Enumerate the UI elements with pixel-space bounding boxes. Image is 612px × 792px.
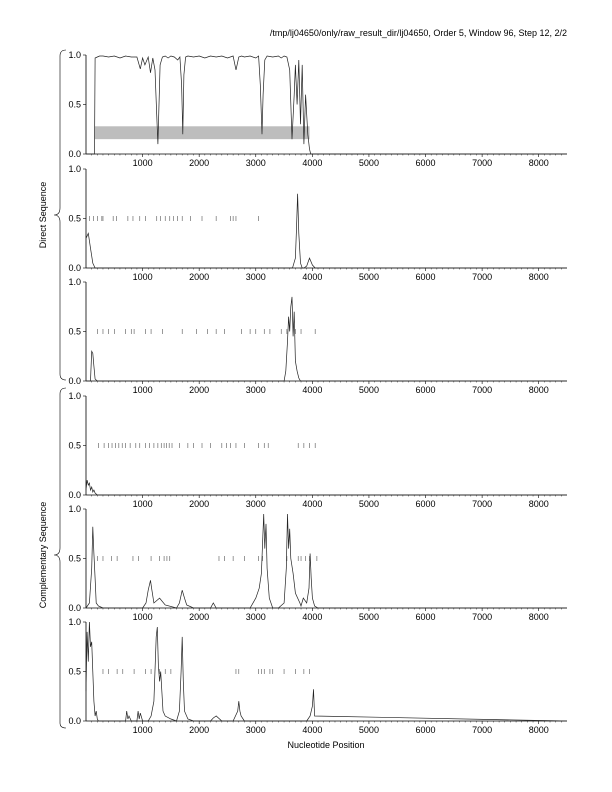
- x-tick-label: 2000: [189, 612, 209, 622]
- y-tick-label: 0.0: [68, 490, 81, 500]
- x-tick-label: 7000: [472, 612, 492, 622]
- series-line-1: [85, 193, 567, 269]
- x-tick-label: 6000: [416, 385, 436, 395]
- series-line-1: [86, 296, 567, 382]
- x-tick-label: 5000: [359, 158, 379, 168]
- series-line-1: [85, 480, 567, 496]
- x-tick-label: 5000: [359, 385, 379, 395]
- y-tick-label: 0.0: [68, 263, 81, 273]
- complementary-sequence-bracket: [53, 387, 67, 729]
- x-tick-label: 4000: [302, 158, 322, 168]
- y-tick-label: 1.0: [68, 391, 81, 401]
- x-tick-label: 1000: [133, 272, 153, 282]
- x-tick-label: 8000: [529, 499, 549, 509]
- x-tick-label: 6000: [416, 272, 436, 282]
- panel-6: 0.0 0.5 1.0 1000 2000 3000 4000 5000 6000 7000 800…: [68, 617, 568, 735]
- x-tick-label: 6000: [416, 725, 436, 735]
- x-tick-label: 8000: [529, 158, 549, 168]
- x-tick-label: 8000: [529, 612, 549, 622]
- x-tick-label: 3000: [246, 499, 266, 509]
- x-tick-label: 7000: [472, 499, 492, 509]
- x-tick-label: 1000: [133, 612, 153, 622]
- x-tick-label: 1000: [133, 725, 153, 735]
- x-tick-label: 2000: [189, 158, 209, 168]
- x-tick-label: 7000: [472, 385, 492, 395]
- x-tick-label: 5000: [359, 499, 379, 509]
- x-tick-label: 2000: [189, 272, 209, 282]
- x-tick-label: 1000: [133, 158, 153, 168]
- x-tick-label: 2000: [189, 499, 209, 509]
- x-tick-label: 4000: [302, 499, 322, 509]
- y-tick-label: 0.0: [68, 716, 81, 726]
- x-axis-label: Nucleotide Position: [287, 740, 364, 750]
- y-tick-label: 0.5: [68, 554, 81, 564]
- y-tick-label: 1.0: [68, 50, 81, 60]
- x-tick-label: 2000: [189, 385, 209, 395]
- x-tick-label: 1000: [133, 385, 153, 395]
- y-tick-label: 1.0: [68, 617, 81, 627]
- y-tick-label: 0.5: [68, 441, 81, 451]
- x-tick-label: 2000: [189, 725, 209, 735]
- y-tick-label: 1.0: [68, 164, 81, 174]
- x-tick-label: 5000: [359, 612, 379, 622]
- x-tick-label: 4000: [302, 612, 322, 622]
- y-tick-label: 1.0: [68, 504, 81, 514]
- group-brackets: [53, 49, 67, 729]
- x-tick-label: 4000: [302, 272, 322, 282]
- panel-5: 0.0 0.5 1.0 1000 2000 3000 4000 5000 6000 7000 800…: [68, 504, 567, 622]
- panel-1: 0.0 0.5 1.0 1000 2000 3000 4000 5000 6000 7000 800…: [68, 50, 567, 168]
- x-tick-label: 3000: [246, 612, 266, 622]
- x-tick-label: 7000: [472, 272, 492, 282]
- x-tick-label: 4000: [302, 385, 322, 395]
- x-tick-label: 4000: [302, 725, 322, 735]
- y-tick-label: 0.5: [68, 667, 81, 677]
- series-line-1: [86, 55, 567, 155]
- x-tick-label: 8000: [529, 385, 549, 395]
- y-tick-label: 0.0: [68, 376, 81, 386]
- series-line-1: [85, 621, 568, 722]
- plot-header: /tmp/lj04650/only/raw_result_dir/lj04650…: [270, 28, 567, 38]
- x-tick-label: 7000: [472, 158, 492, 168]
- x-tick-label: 6000: [416, 499, 436, 509]
- y-tick-label: 0.5: [68, 214, 81, 224]
- x-tick-label: 8000: [529, 725, 549, 735]
- x-tick-label: 3000: [246, 158, 266, 168]
- x-tick-label: 5000: [359, 272, 379, 282]
- direct-sequence-bracket: [53, 49, 67, 381]
- x-tick-label: 3000: [246, 272, 266, 282]
- y-tick-label: 0.5: [68, 327, 81, 337]
- y-tick-label: 1.0: [68, 277, 81, 287]
- x-tick-label: 6000: [416, 158, 436, 168]
- y-tick-label: 0.5: [68, 100, 81, 110]
- shaded-region: [94, 126, 310, 140]
- x-tick-label: 8000: [529, 272, 549, 282]
- complementary-sequence-label: Complementary Sequence: [38, 502, 48, 609]
- y-tick-label: 0.0: [68, 149, 81, 159]
- series-line-1: [85, 513, 567, 609]
- x-tick-label: 3000: [246, 385, 266, 395]
- x-tick-label: 6000: [416, 612, 436, 622]
- x-tick-label: 1000: [133, 499, 153, 509]
- x-tick-label: 5000: [359, 725, 379, 735]
- panel-2: 0.0 0.5 1.0 1000 2000 3000 4000 5000 6000 7000 800…: [68, 164, 567, 282]
- x-tick-label: 7000: [472, 725, 492, 735]
- direct-sequence-label: Direct Sequence: [38, 182, 48, 249]
- panel-3: 0.0 0.5 1.0 1000 2000 3000 4000 5000 6000 7000 800…: [68, 277, 567, 395]
- x-tick-label: 3000: [246, 725, 266, 735]
- panel-4: 0.0 0.5 1.0 1000 2000 3000 4000 5000 6000 7000 800…: [68, 391, 567, 509]
- y-tick-label: 0.0: [68, 603, 81, 613]
- plot-panels: 0.0 0.5 1.0 1000 2000 3000 4000 5000 6000 7000 800…: [68, 50, 568, 735]
